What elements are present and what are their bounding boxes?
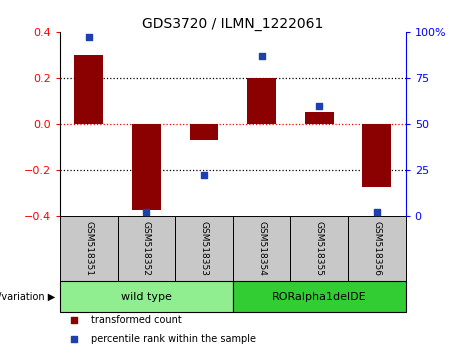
Text: wild type: wild type (121, 292, 172, 302)
Bar (74, 55, 103, 124)
Point (142, 210, 150, 215)
Text: RORalpha1delDE: RORalpha1delDE (272, 292, 366, 302)
Title: GDS3720 / ILMN_1222061: GDS3720 / ILMN_1222061 (142, 17, 324, 31)
Bar (60, 216, 118, 281)
Text: GSM518353: GSM518353 (200, 221, 208, 276)
Bar (60, 281, 233, 312)
Text: GSM518355: GSM518355 (315, 221, 324, 276)
Text: percentile rank within the sample: percentile rank within the sample (91, 334, 256, 344)
Bar (247, 78, 276, 124)
Point (70, 317, 77, 322)
Bar (175, 216, 233, 281)
Point (258, 53, 266, 59)
Text: transformed count: transformed count (91, 315, 182, 325)
Bar (305, 113, 334, 124)
Text: GSM518356: GSM518356 (372, 221, 381, 276)
Text: GSM518351: GSM518351 (84, 221, 93, 276)
Point (315, 103, 323, 108)
Point (85, 35, 92, 40)
Point (70, 336, 77, 342)
Point (200, 173, 207, 178)
Bar (118, 216, 175, 281)
Bar (233, 216, 290, 281)
Point (373, 210, 381, 215)
Text: GSM518352: GSM518352 (142, 221, 151, 276)
Bar (233, 281, 406, 312)
Text: GSM518354: GSM518354 (257, 221, 266, 276)
Bar (132, 124, 161, 210)
Bar (290, 216, 348, 281)
Bar (362, 124, 391, 187)
Text: genotype/variation ▶: genotype/variation ▶ (0, 292, 55, 302)
Bar (348, 216, 406, 281)
Bar (189, 124, 219, 140)
